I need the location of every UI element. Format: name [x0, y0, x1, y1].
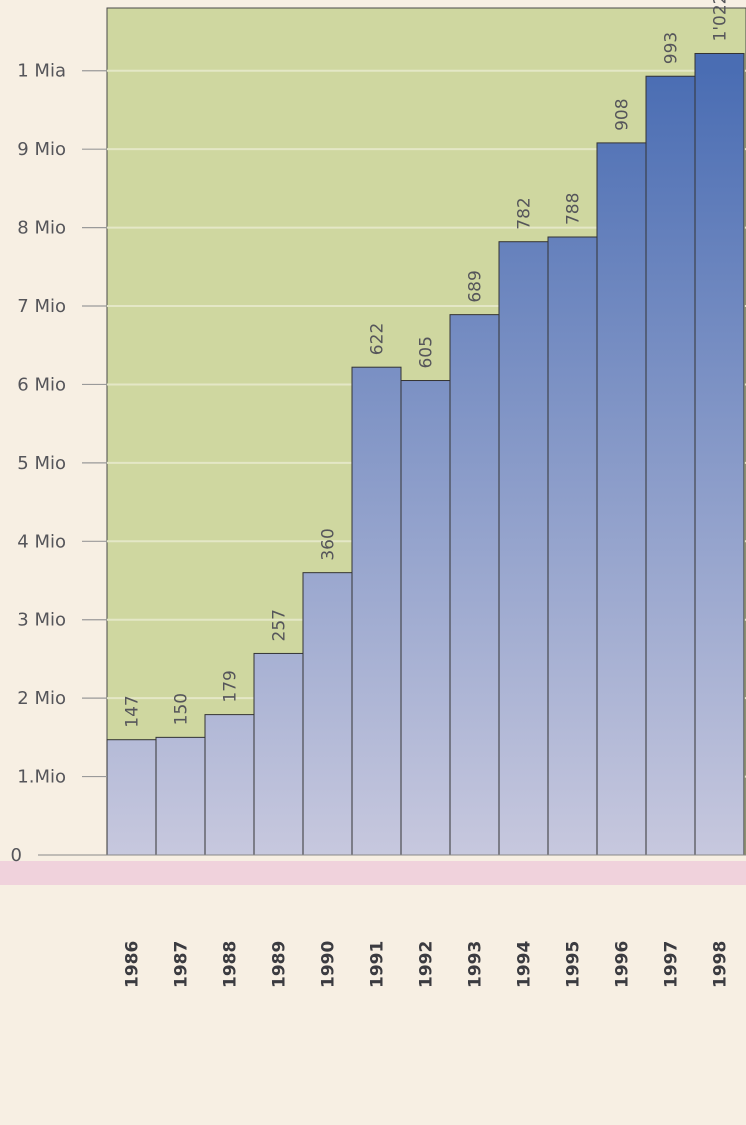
x-tick-label-1986: 1986	[123, 941, 143, 988]
x-tick-label-1990: 1990	[319, 941, 339, 988]
x-tick-label-1993: 1993	[466, 941, 486, 988]
x-tick-label-1991: 1991	[368, 941, 388, 988]
y-tick-label: 6 Mio	[17, 374, 66, 395]
x-tick-label-1992: 1992	[417, 941, 437, 988]
bar-1989	[253, 652, 304, 856]
data-label-1996: 908	[613, 98, 633, 130]
y-axis: 0 1.Mio 2 Mio 3 Mio 4 Mio 5 Mio 6 Mio 7 Mio 8 Mi…	[11, 61, 107, 866]
y-tick-label: 8 Mio	[17, 218, 66, 239]
bar-1997	[645, 75, 696, 856]
y-tick-label: 1.Mio	[17, 767, 66, 788]
y-tick-label: 1 Mia	[17, 61, 66, 82]
y-tick-label: 3 Mio	[17, 610, 66, 631]
data-label-1992: 605	[417, 336, 437, 368]
data-labels: 147 150 179 257 360 622 605 689 782 788 908 993 1'02…	[123, 0, 731, 728]
x-tick-label-1998: 1998	[711, 941, 731, 988]
data-label-1993: 689	[466, 270, 486, 302]
x-tick-label-1987: 1987	[172, 941, 192, 988]
data-label-1990: 360	[319, 528, 339, 560]
bar-1993	[449, 314, 500, 856]
x-tick-label-1994: 1994	[515, 941, 535, 988]
data-label-1988: 179	[221, 670, 241, 702]
bar-1990	[302, 572, 353, 856]
x-tick-label-1989: 1989	[270, 941, 290, 988]
bars	[106, 52, 745, 856]
data-label-1994: 782	[515, 197, 535, 229]
data-label-1991: 622	[368, 323, 388, 355]
x-axis: 1986 1987 1988 1989 1990 1991 1992 1993 1994 1995…	[38, 854, 746, 988]
bar-1988	[204, 714, 255, 856]
bar-1998	[694, 52, 745, 856]
x-tick-label-1996: 1996	[613, 941, 633, 988]
x-tick-label-1995: 1995	[564, 941, 584, 988]
data-label-1987: 150	[172, 693, 192, 725]
accent-band	[0, 861, 746, 885]
bar-1987	[155, 736, 206, 856]
bar-1996	[596, 142, 647, 856]
bar-1995	[547, 236, 598, 856]
bar-1991	[351, 366, 402, 856]
bar-1986	[106, 739, 157, 856]
data-label-1998: 1'022	[711, 0, 731, 41]
y-tick-label: 7 Mio	[17, 296, 66, 317]
y-tick-label: 0	[11, 845, 22, 866]
data-label-1995: 788	[564, 193, 584, 225]
data-label-1997: 993	[662, 32, 682, 64]
x-tick-label-1997: 1997	[662, 941, 682, 988]
bar-1994	[498, 241, 549, 856]
bar-1992	[400, 380, 451, 856]
y-tick-label: 9 Mio	[17, 139, 66, 160]
y-tick-label: 2 Mio	[17, 688, 66, 709]
data-label-1986: 147	[123, 695, 143, 727]
y-tick-label: 5 Mio	[17, 453, 66, 474]
y-tick-label: 4 Mio	[17, 531, 66, 552]
data-label-1989: 257	[270, 609, 290, 641]
x-tick-label-1988: 1988	[221, 941, 241, 988]
